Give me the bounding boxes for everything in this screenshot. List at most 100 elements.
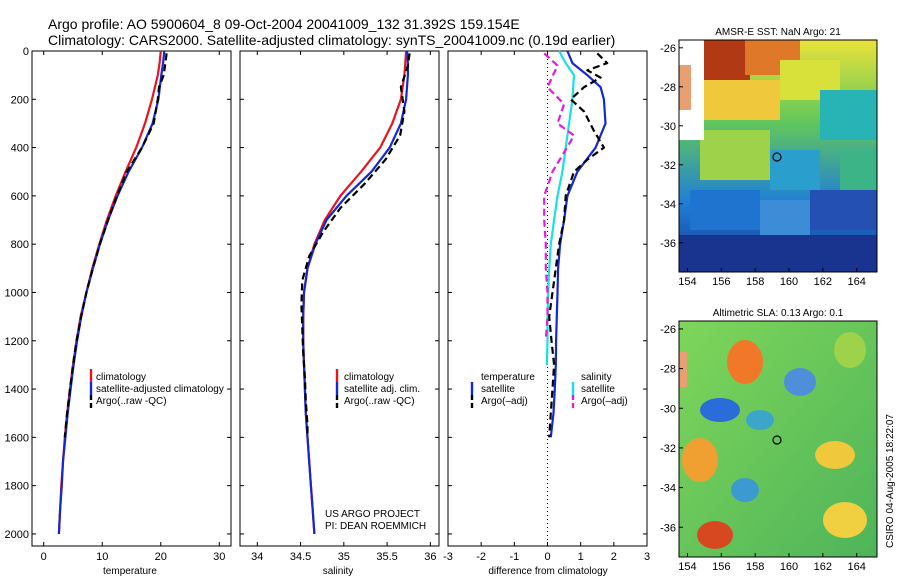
- map-x-tick-label: 154: [678, 276, 696, 288]
- sst-map-image: [679, 40, 877, 272]
- map-y-tick-label: -36: [660, 238, 676, 250]
- legend-label-temp-argo: Argo(–adj): [481, 396, 528, 407]
- salinity-panel: 34 34.5 35 35.5 36 salinity climatology sate…: [239, 50, 440, 577]
- sst-map-ticks: 154 156 158 160 162 164 -26 -28 -30 -32 -34 -36: [660, 43, 866, 288]
- series-line-temperature-argo-adj-: [548, 52, 609, 438]
- map-y-tick-label: -32: [660, 160, 676, 172]
- temperature-panel: 0 10 20 30 0 200 400 600 800 1000 1200 1400 1600 1800…: [5, 46, 232, 577]
- sst-map-title: AMSR-E SST: NaN Argo: 21: [715, 27, 841, 38]
- difference-series: [543, 50, 609, 438]
- x-tick-label: 35.5: [376, 551, 397, 563]
- y-tick-label: 1600: [5, 432, 29, 444]
- y-tick-label: 1400: [5, 384, 29, 396]
- map-x-tick-label: 156: [712, 561, 730, 573]
- x-tick-label: -3: [443, 551, 453, 563]
- map-x-tick-label: 164: [848, 561, 866, 573]
- difference-panel: -3 -2 -1 0 1 2 3 difference from climatology t…: [443, 50, 650, 577]
- map-x-tick-label: 158: [746, 276, 764, 288]
- map-x-tick-label: 164: [848, 276, 866, 288]
- map-y-tick-label: -28: [660, 82, 676, 94]
- project-label: US ARGO PROJECT: [325, 509, 420, 520]
- map-y-tick-label: -32: [660, 443, 676, 455]
- salinity-series: [300, 50, 411, 534]
- x-tick-label: -2: [476, 551, 486, 563]
- y-tick-label: 200: [11, 94, 29, 106]
- x-tick-label: 35: [338, 551, 350, 563]
- temperature-legend: climatology satellite-adjusted climatolo…: [89, 369, 224, 408]
- x-tick-label: -1: [509, 551, 519, 563]
- map-y-tick-label: -28: [660, 364, 676, 376]
- y-tick-label: 0: [23, 46, 29, 58]
- map-x-tick-label: 162: [814, 276, 832, 288]
- legend-label-climatology: climatology: [344, 372, 394, 383]
- legend-label-temp-satellite: satellite: [481, 384, 515, 395]
- argo-position-marker: [772, 152, 782, 162]
- temperature-x-label: temperature: [103, 566, 157, 577]
- legend-label-climatology: climatology: [96, 372, 146, 383]
- map-x-tick-label: 160: [780, 561, 798, 573]
- x-tick-label: 0: [544, 551, 550, 563]
- legend-label-sal-argo: Argo(–adj): [581, 396, 628, 407]
- map-y-tick-label: -30: [660, 121, 676, 133]
- x-tick-label: 20: [155, 551, 167, 563]
- map-y-tick-label: -26: [660, 324, 676, 336]
- sla-map-ticks: 154 156 158 160 162 164 -26 -28 -30 -32 -34 -36: [660, 324, 866, 573]
- y-tick-label: 2000: [5, 529, 29, 541]
- series-line-salinity-argo-adj-: [543, 52, 576, 341]
- credit-label: CSIRO 04-Aug-2005 18:22:07: [885, 414, 896, 548]
- pi-label: PI: DEAN ROEMMICH: [325, 521, 426, 532]
- x-tick-label: 34.5: [290, 551, 311, 563]
- argo-position-marker: [772, 435, 782, 445]
- y-tick-label: 1800: [5, 481, 29, 493]
- y-tick-label: 600: [11, 191, 29, 203]
- map-y-tick-label: -36: [660, 522, 676, 534]
- map-x-tick-label: 154: [678, 561, 696, 573]
- temperature-series: [57, 50, 168, 534]
- salinity-legend: climatology satellite adj. clim. Argo(..…: [335, 369, 420, 408]
- x-tick-label: 10: [96, 551, 108, 563]
- x-tick-label: 36: [424, 551, 436, 563]
- sst-map-panel: AMSR-E SST: NaN Argo: 21 154 156 158 160 162…: [660, 27, 878, 288]
- map-y-tick-label: -30: [660, 403, 676, 415]
- legend-label-satellite: satellite adj. clim.: [344, 384, 420, 395]
- x-tick-label: 34: [251, 551, 263, 563]
- legend-label-argo: Argo(..raw -QC): [344, 396, 415, 407]
- x-tick-label: 3: [644, 551, 650, 563]
- series-line-argo-raw-qc-: [63, 53, 168, 438]
- series-line-argo-raw-qc-: [300, 53, 411, 438]
- y-tick-label: 800: [11, 239, 29, 251]
- figure-title-line1: Argo profile: AO 5900604_8 09-Oct-2004 2…: [48, 16, 520, 32]
- x-tick-label: 30: [213, 551, 225, 563]
- difference-x-label: difference from climatology: [488, 566, 607, 577]
- y-tick-label: 400: [11, 143, 29, 155]
- x-tick-label: 0: [41, 551, 47, 563]
- y-tick-label: 1000: [5, 287, 29, 299]
- difference-ticks: -3 -2 -1 0 1 2 3: [443, 50, 650, 563]
- salinity-ticks: 34 34.5 35 35.5 36: [240, 50, 439, 563]
- map-y-tick-label: -34: [660, 199, 676, 211]
- map-y-tick-label: -26: [660, 43, 676, 55]
- x-tick-label: 1: [578, 551, 584, 563]
- sla-map-image: [679, 321, 877, 557]
- legend-label-argo: Argo(..raw -QC): [96, 396, 167, 407]
- salinity-axes-frame: [239, 50, 440, 547]
- sla-map-frame: [678, 320, 878, 558]
- temperature-ticks: 0 10 20 30 0 200 400 600 800 1000 1200 1400 1600 1800…: [5, 46, 231, 563]
- y-tick-label: 1200: [5, 336, 29, 348]
- map-x-tick-label: 156: [712, 276, 730, 288]
- difference-legend: temperature satellite Argo(–adj) salinit…: [470, 372, 628, 408]
- map-x-tick-label: 160: [780, 276, 798, 288]
- map-x-tick-label: 158: [746, 561, 764, 573]
- map-x-tick-label: 162: [814, 561, 832, 573]
- salinity-x-label: salinity: [323, 566, 354, 577]
- legend-label-satellite: satellite-adjusted climatology: [96, 384, 224, 395]
- sla-map-panel: Altimetric SLA: 0.13 Argo: 0.1 154 156 158…: [660, 308, 878, 573]
- sst-map-frame: [678, 39, 878, 273]
- x-tick-label: 2: [611, 551, 617, 563]
- legend-title-salinity: salinity: [581, 372, 612, 383]
- figure-title-line2: Climatology: CARS2000. Satellite-adjuste…: [48, 32, 615, 48]
- sla-map-title: Altimetric SLA: 0.13 Argo: 0.1: [713, 308, 844, 319]
- legend-label-sal-satellite: satellite: [581, 384, 615, 395]
- legend-title-temperature: temperature: [481, 372, 535, 383]
